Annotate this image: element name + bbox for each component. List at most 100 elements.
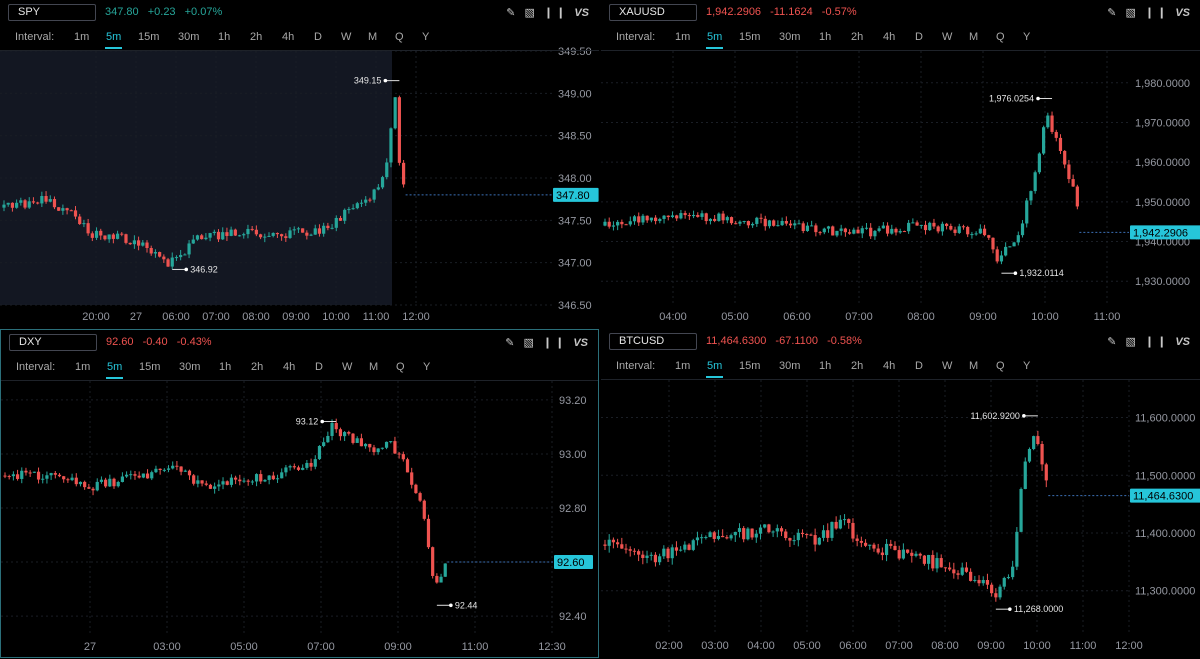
xauusd-chart[interactable]: 1,980.0000 1,970.0000 1,960.0000 1,950.0000… bbox=[601, 0, 1200, 329]
interval-5m[interactable]: 5m bbox=[104, 31, 123, 49]
interval-w[interactable]: W bbox=[342, 361, 353, 373]
spy-chart[interactable]: 349.50 349.00 348.50 348.00 347.50 347.00 346.… bbox=[0, 0, 599, 329]
x-tick-label: 10:00 bbox=[1023, 640, 1051, 652]
candle-body bbox=[842, 519, 847, 521]
interval-15m[interactable]: 15m bbox=[138, 31, 160, 43]
btcusd-chart[interactable]: 11,600.0000 11,500.0000 11,400.0000 11,300.… bbox=[601, 329, 1200, 658]
interval-y[interactable]: Y bbox=[1023, 360, 1031, 372]
compare-button[interactable]: VS bbox=[1175, 7, 1190, 19]
interval-1m[interactable]: 1m bbox=[675, 31, 691, 43]
interval-q[interactable]: Q bbox=[395, 31, 404, 43]
interval-y[interactable]: Y bbox=[422, 31, 430, 43]
candle-body bbox=[1071, 179, 1075, 187]
candle-body bbox=[737, 528, 742, 532]
interval-30m[interactable]: 30m bbox=[779, 31, 801, 43]
candle-body bbox=[901, 549, 905, 559]
candles-icon[interactable]: ❙❙ bbox=[542, 337, 568, 349]
interval-5m[interactable]: 5m bbox=[705, 31, 724, 49]
candle-body bbox=[27, 201, 31, 208]
candle-body bbox=[1006, 577, 1011, 579]
chart-panel-dxy[interactable]: 93.20 93.00 92.80 92.60 92.40 27 03:00 05:00 07:… bbox=[0, 329, 599, 658]
candle-body bbox=[637, 551, 641, 555]
candle-body bbox=[359, 438, 363, 447]
pencil-icon[interactable]: ✎ bbox=[506, 7, 519, 19]
chart-panel-xauusd[interactable]: 1,980.0000 1,970.0000 1,960.0000 1,950.0000… bbox=[601, 0, 1200, 329]
pencil-icon[interactable]: ✎ bbox=[1107, 7, 1120, 19]
interval-1h[interactable]: 1h bbox=[218, 31, 231, 43]
interval-m[interactable]: M bbox=[969, 31, 979, 43]
interval-2h[interactable]: 2h bbox=[851, 360, 864, 372]
candle-body bbox=[405, 459, 410, 473]
symbol-input[interactable]: BTCUSD bbox=[609, 333, 697, 350]
interval-q[interactable]: Q bbox=[996, 360, 1005, 372]
candle-body bbox=[784, 531, 788, 539]
interval-4h[interactable]: 4h bbox=[883, 360, 896, 372]
interval-1m[interactable]: 1m bbox=[75, 361, 91, 373]
chart-icon[interactable]: ▧ bbox=[1125, 336, 1139, 348]
candles-icon[interactable]: ❙❙ bbox=[543, 7, 569, 19]
dxy-chart[interactable]: 93.20 93.00 92.80 92.60 92.40 27 03:00 05:00 07:… bbox=[1, 330, 599, 658]
interval-m[interactable]: M bbox=[969, 360, 979, 372]
interval-4h[interactable]: 4h bbox=[283, 361, 296, 373]
interval-15m[interactable]: 15m bbox=[739, 31, 761, 43]
interval-d[interactable]: D bbox=[314, 31, 322, 43]
symbol-input[interactable]: DXY bbox=[9, 334, 97, 351]
compare-button[interactable]: VS bbox=[573, 337, 588, 349]
interval-1m[interactable]: 1m bbox=[74, 31, 90, 43]
interval-1m[interactable]: 1m bbox=[675, 360, 691, 372]
interval-w[interactable]: W bbox=[341, 31, 352, 43]
chart-panel-btcusd[interactable]: 11,600.0000 11,500.0000 11,400.0000 11,300.… bbox=[601, 329, 1200, 658]
interval-d[interactable]: D bbox=[915, 360, 923, 372]
pencil-icon[interactable]: ✎ bbox=[1107, 336, 1120, 348]
interval-w[interactable]: W bbox=[942, 31, 953, 43]
chart-icon[interactable]: ▧ bbox=[1125, 7, 1139, 19]
candles-icon[interactable]: ❙❙ bbox=[1144, 336, 1170, 348]
candle-body bbox=[772, 220, 776, 226]
symbol-input[interactable]: SPY bbox=[8, 4, 96, 21]
interval-4h[interactable]: 4h bbox=[883, 31, 896, 43]
chart-icon[interactable]: ▧ bbox=[523, 337, 537, 349]
interval-15m[interactable]: 15m bbox=[139, 361, 161, 373]
interval-y[interactable]: Y bbox=[1023, 31, 1031, 43]
interval-y[interactable]: Y bbox=[423, 361, 431, 373]
candle-body bbox=[733, 531, 737, 536]
interval-30m[interactable]: 30m bbox=[179, 361, 201, 373]
interval-30m[interactable]: 30m bbox=[779, 360, 801, 372]
interval-15m[interactable]: 15m bbox=[739, 360, 761, 372]
compare-button[interactable]: VS bbox=[574, 7, 589, 19]
chart-panel-spy[interactable]: 349.50 349.00 348.50 348.00 347.50 347.00 346.… bbox=[0, 0, 599, 329]
candle-body bbox=[372, 189, 376, 200]
candle-body bbox=[410, 472, 414, 485]
interval-1h[interactable]: 1h bbox=[219, 361, 232, 373]
interval-5m[interactable]: 5m bbox=[705, 360, 724, 378]
candle-body bbox=[851, 522, 855, 539]
candle-body bbox=[322, 442, 326, 446]
interval-q[interactable]: Q bbox=[996, 31, 1005, 43]
candle-body bbox=[716, 535, 721, 539]
interval-1h[interactable]: 1h bbox=[819, 360, 832, 372]
interval-2h[interactable]: 2h bbox=[251, 361, 264, 373]
candle-body bbox=[780, 220, 784, 226]
interval-d[interactable]: D bbox=[315, 361, 323, 373]
symbol-input[interactable]: XAUUSD bbox=[609, 4, 697, 21]
candle-body bbox=[696, 214, 700, 217]
interval-2h[interactable]: 2h bbox=[851, 31, 864, 43]
chart-icon[interactable]: ▧ bbox=[524, 7, 538, 19]
candle-body bbox=[15, 474, 20, 479]
candle-body bbox=[1050, 115, 1054, 132]
interval-5m[interactable]: 5m bbox=[105, 361, 124, 379]
compare-button[interactable]: VS bbox=[1175, 336, 1190, 348]
interval-2h[interactable]: 2h bbox=[250, 31, 263, 43]
quote-line: 11,464.6300 -67.1100 -0.58% bbox=[706, 335, 868, 347]
interval-q[interactable]: Q bbox=[396, 361, 405, 373]
interval-4h[interactable]: 4h bbox=[282, 31, 295, 43]
candles-icon[interactable]: ❙❙ bbox=[1144, 7, 1170, 19]
pencil-icon[interactable]: ✎ bbox=[505, 337, 518, 349]
candle-body bbox=[216, 231, 221, 240]
interval-w[interactable]: W bbox=[942, 360, 953, 372]
interval-1h[interactable]: 1h bbox=[819, 31, 832, 43]
interval-d[interactable]: D bbox=[915, 31, 923, 43]
interval-30m[interactable]: 30m bbox=[178, 31, 200, 43]
interval-m[interactable]: M bbox=[369, 361, 379, 373]
interval-m[interactable]: M bbox=[368, 31, 378, 43]
